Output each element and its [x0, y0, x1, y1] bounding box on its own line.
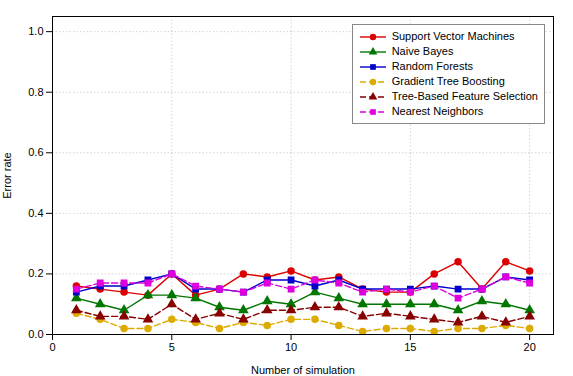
svg-text:20: 20	[524, 341, 536, 353]
svg-text:Error rate: Error rate	[1, 152, 13, 198]
svg-text:0: 0	[49, 341, 55, 353]
svg-text:Number of simulation: Number of simulation	[251, 364, 355, 376]
svg-text:1.0: 1.0	[28, 25, 43, 37]
svg-text:5: 5	[169, 341, 175, 353]
svg-text:15: 15	[404, 341, 416, 353]
html-text:Nearest Neighbors: Nearest Neighbors	[391, 105, 484, 117]
svg-text:0.6: 0.6	[28, 146, 43, 158]
html-text:Naive Bayes: Naive Bayes	[391, 45, 454, 57]
html-text:Gradient Tree Boosting: Gradient Tree Boosting	[391, 75, 505, 87]
svg-text:0.8: 0.8	[28, 86, 43, 98]
svg-text:0.2: 0.2	[28, 267, 43, 279]
svg-text:10: 10	[285, 341, 297, 353]
html-text:Tree-Based Feature Selection: Tree-Based Feature Selection	[391, 90, 538, 102]
svg-text:0.4: 0.4	[28, 207, 43, 219]
html-text:Support Vector Machines: Support Vector Machines	[391, 30, 515, 42]
svg-text:0.0: 0.0	[28, 328, 43, 340]
html-text:Random Forests: Random Forests	[391, 60, 473, 72]
